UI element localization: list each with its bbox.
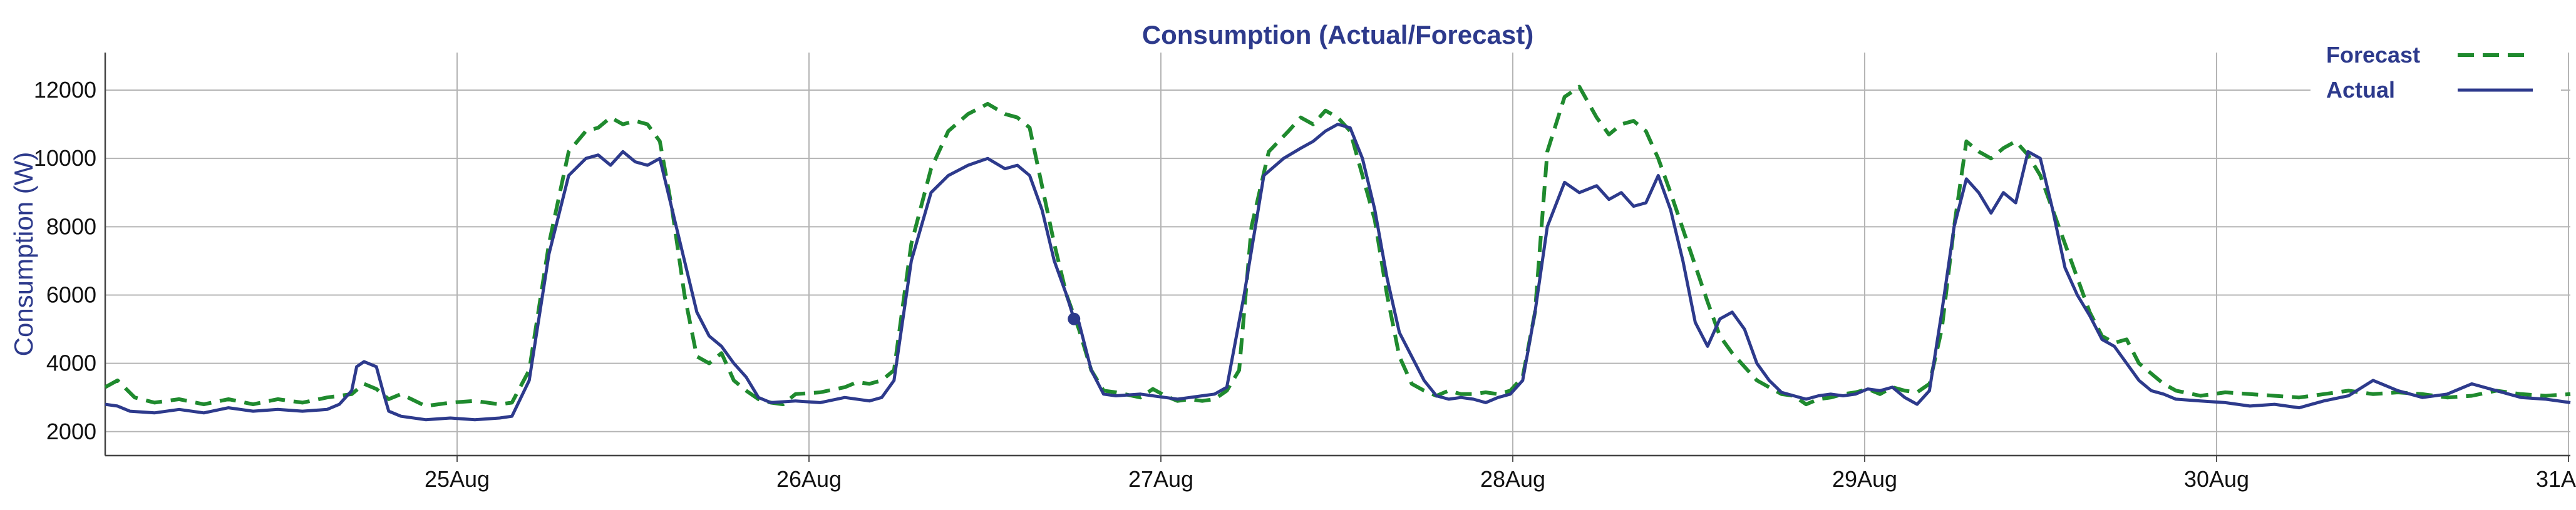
y-tick-label: 10000: [34, 145, 96, 171]
legend-box: [2311, 31, 2561, 113]
y-tick-labels: 2000 4000 6000 8000 10000 12000: [34, 77, 96, 444]
y-tick-label: 4000: [46, 350, 96, 376]
chart-title: Consumption (Actual/Forecast): [1142, 20, 1533, 49]
chart-labels: Consumption (Actual/Forecast) Consumption…: [9, 20, 1533, 356]
y-tick-label: 2000: [46, 419, 96, 444]
x-tick-label: 30Aug: [2184, 466, 2249, 492]
legend-label-forecast: Forecast: [2326, 42, 2420, 68]
legend-label-actual: Actual: [2326, 77, 2395, 103]
y-axis-label: Consumption (W): [9, 152, 38, 357]
y-tick-label: 8000: [46, 213, 96, 239]
legend: Forecast Actual: [2311, 31, 2561, 113]
series-lines: [104, 84, 2571, 422]
axes: [104, 53, 2570, 462]
x-tick-label: 28Aug: [1480, 466, 1545, 492]
x-tick-label: 25Aug: [425, 466, 490, 492]
series-line-actual: [105, 123, 2571, 422]
grid: [105, 53, 2570, 456]
x-tick-labels: 25Aug 26Aug 27Aug 28Aug 29Aug 30Aug 31Aug: [425, 466, 2576, 492]
x-tick-label: 27Aug: [1128, 466, 1193, 492]
x-tick-label: 29Aug: [1832, 466, 1897, 492]
series-line-forecast: [104, 84, 2571, 408]
x-tick-label: 26Aug: [776, 466, 842, 492]
x-tick-label: 31Aug: [2536, 466, 2576, 492]
y-tick-label: 6000: [46, 282, 96, 307]
data-point-marker: [1068, 312, 1081, 325]
y-tick-label: 12000: [34, 77, 96, 103]
